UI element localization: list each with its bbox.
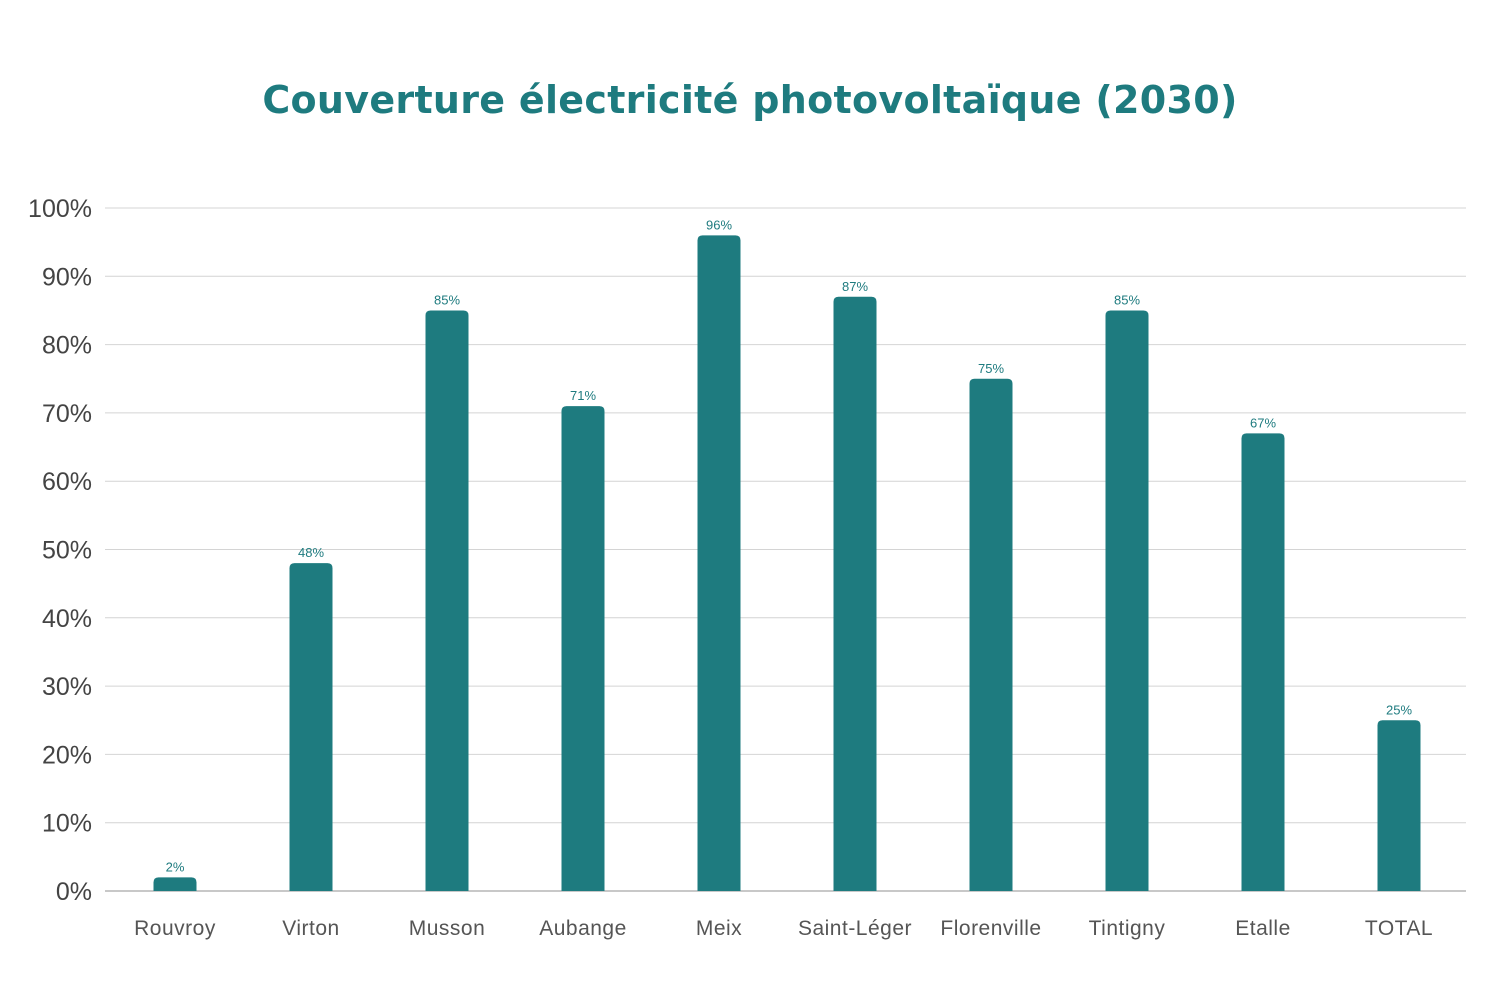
data-label: 75% [978,361,1004,376]
bar [561,406,605,891]
category-label: Tintigny [1089,917,1166,940]
bar [697,235,741,891]
bar [289,563,333,891]
category-label: Etalle [1235,917,1291,940]
y-tick-label: 10% [42,810,92,838]
data-label: 48% [298,545,324,560]
y-tick-label: 90% [42,263,92,291]
y-tick-label: 50% [42,537,92,565]
y-tick-label: 40% [42,605,92,633]
bar [969,378,1013,891]
category-label: Musson [409,917,486,940]
category-label: Rouvroy [134,917,216,940]
y-tick-label: 0% [56,878,92,906]
category-label: Saint-Léger [798,917,912,940]
data-label: 85% [434,292,460,307]
bar [1241,433,1285,891]
data-label: 2% [166,859,185,874]
y-tick-label: 60% [42,468,92,496]
category-label: TOTAL [1365,917,1433,940]
bars [153,235,1421,891]
y-tick-label: 80% [42,332,92,360]
data-label: 85% [1114,292,1140,307]
category-label: Aubange [539,917,627,940]
chart-title: Couverture électricité photovoltaïque (2… [262,78,1238,122]
bar [1377,720,1421,891]
data-label: 25% [1386,702,1412,717]
data-labels: 2% 48% 85% 71% 96% 87% 75% 85% 67% 25% [166,217,1413,874]
y-tick-label: 70% [42,400,92,428]
bar [833,296,877,891]
data-label: 87% [842,279,868,294]
category-label: Meix [696,917,742,940]
data-label: 67% [1250,415,1276,430]
x-axis-categories: Rouvroy Virton Musson Aubange Meix Saint-Lége… [134,917,1433,940]
bar [1105,310,1149,891]
y-tick-label: 100% [28,195,92,223]
bar [153,877,197,891]
data-label: 71% [570,388,596,403]
y-tick-label: 20% [42,741,92,769]
y-tick-label: 30% [42,673,92,701]
category-label: Virton [282,917,339,940]
data-label: 96% [706,217,732,232]
y-axis-ticks: 0% 10% 20% 30% 40% 50% 60% 70% 80% 90% 100% [28,195,92,906]
bar [425,310,469,891]
category-label: Florenville [940,917,1041,940]
